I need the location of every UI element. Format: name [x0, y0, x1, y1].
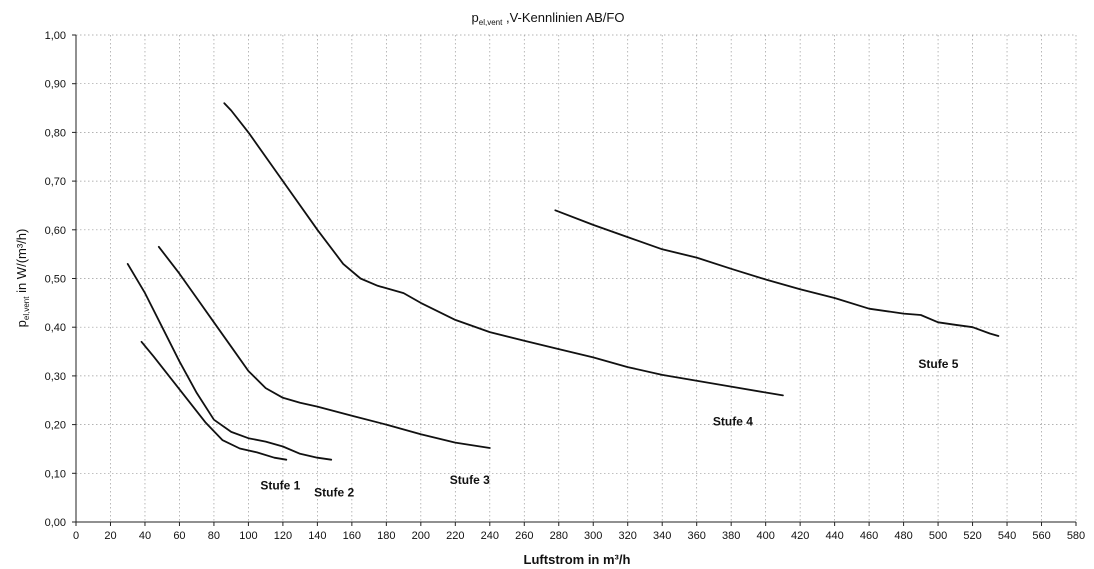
x-tick-label: 580	[1067, 530, 1085, 542]
x-tick-label: 200	[412, 530, 430, 542]
series-line-stufe-4	[223, 102, 784, 397]
y-tick-label: 0,60	[45, 225, 66, 237]
x-tick-label: 460	[860, 530, 878, 542]
chart-title-var: V	[510, 10, 519, 25]
y-axis-label-subscript: el,vent	[22, 296, 31, 320]
series-label-stufe-2: Stufe 2	[314, 486, 354, 500]
x-tick-label: 260	[515, 530, 533, 542]
series-line-stufe-1	[140, 340, 288, 461]
grid	[76, 34, 1077, 522]
chart-title-rest: -Kennlinien AB/FO	[518, 10, 625, 25]
series-label-stufe-4: Stufe 4	[713, 414, 753, 428]
y-axis-label-rest: in W/(m³/h)	[14, 229, 29, 297]
y-tick-label: 1,00	[45, 30, 66, 42]
x-axis-label: Luftstrom in m³/h	[524, 552, 631, 567]
chart-title: pel,vent ,V-Kennlinien AB/FO	[472, 10, 625, 27]
x-tick-label: 400	[756, 530, 774, 542]
x-tick-label: 440	[825, 530, 843, 542]
x-tick-label: 280	[550, 530, 568, 542]
y-tick-label: 0,50	[45, 274, 66, 286]
x-tick-label: 360	[688, 530, 706, 542]
x-tick-label: 340	[653, 530, 671, 542]
x-tick-label: 300	[584, 530, 602, 542]
series-line-stufe-5	[554, 209, 1000, 337]
x-tick-label: 0	[73, 530, 79, 542]
x-tick-labels: 0 20 40 60 80 100 120 140 160 180 200 220 240 260 280 3…	[73, 530, 1085, 542]
y-tick-label: 0,90	[45, 79, 66, 91]
series-label-stufe-1: Stufe 1	[260, 479, 300, 493]
x-tick-label: 120	[274, 530, 292, 542]
y-tick-labels: 0,00 0,10 0,20 0,30 0,40 0,50 0,60 0,70 0,80 0,90…	[45, 30, 66, 529]
series-line-stufe-2	[126, 263, 333, 461]
series-label-stufe-3: Stufe 3	[450, 473, 490, 487]
x-tick-label: 380	[722, 530, 740, 542]
y-tick-label: 0,40	[45, 322, 66, 334]
series-label-stufe-5: Stufe 5	[918, 357, 958, 371]
y-tick-label: 0,10	[45, 468, 66, 480]
x-tick-label: 420	[791, 530, 809, 542]
series-line-stufe-3	[157, 245, 491, 449]
y-tick-label: 0,80	[45, 127, 66, 139]
x-tick-label: 240	[481, 530, 499, 542]
chart-title-subscript: el,vent	[479, 18, 503, 27]
x-tick-label: 180	[377, 530, 395, 542]
y-tick-label: 0,00	[45, 517, 66, 529]
x-tick-label: 40	[139, 530, 151, 542]
chart-title-main: p	[472, 10, 479, 25]
series-labels: Stufe 1 Stufe 2 Stufe 3 Stufe 4 Stufe 5	[260, 357, 958, 500]
x-tick-label: 560	[1032, 530, 1050, 542]
x-tick-label: 160	[343, 530, 361, 542]
x-tick-label: 80	[208, 530, 220, 542]
y-tick-label: 0,30	[45, 371, 66, 383]
x-tick-label: 100	[239, 530, 257, 542]
series-lines	[126, 102, 1000, 461]
y-axis-label: pel,vent in W/(m³/h)	[14, 229, 31, 328]
x-tick-label: 220	[446, 530, 464, 542]
x-tick-label: 520	[963, 530, 981, 542]
y-tick-label: 0,20	[45, 420, 66, 432]
x-tick-label: 60	[173, 530, 185, 542]
chart-title-mid: ,	[502, 10, 509, 25]
x-tick-label: 500	[929, 530, 947, 542]
x-tick-label: 540	[998, 530, 1016, 542]
y-tick-label: 0,70	[45, 176, 66, 188]
x-tick-label: 480	[894, 530, 912, 542]
axes	[72, 34, 1077, 526]
x-tick-label: 140	[308, 530, 326, 542]
x-tick-label: 320	[619, 530, 637, 542]
y-axis-label-main: p	[14, 320, 29, 327]
x-tick-label: 20	[104, 530, 116, 542]
